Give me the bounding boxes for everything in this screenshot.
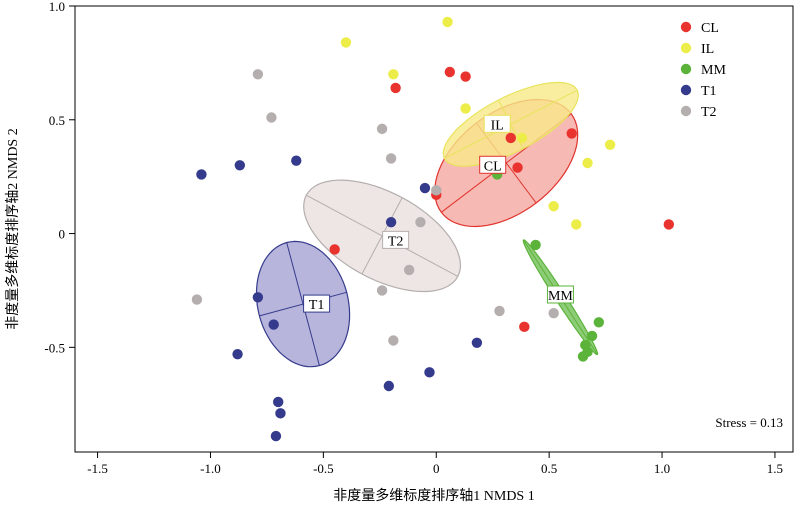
y-tick-label-2: 0.5 (49, 113, 65, 128)
point-t1-9 (424, 367, 435, 378)
point-t1-12 (275, 408, 286, 419)
point-cl-8 (329, 244, 340, 255)
x-axis-label: 非度量多维标度排序轴1 NMDS 1 (333, 487, 534, 504)
x-tick-label-0: -1.5 (87, 461, 108, 476)
point-il-3 (460, 103, 471, 114)
legend-marker-mm (680, 63, 692, 75)
legend-label-cl: CL (701, 21, 719, 36)
legend-label-t2: T2 (701, 105, 717, 120)
point-t2-10 (494, 305, 505, 317)
ellipse-t1-label-box (303, 294, 331, 313)
point-t1-5 (252, 292, 264, 303)
point-t2-7 (376, 285, 388, 296)
point-t2-4 (431, 185, 442, 196)
point-t2-8 (388, 335, 399, 346)
point-cl-5 (512, 162, 523, 173)
point-t2-6 (403, 264, 415, 276)
ellipse-mm-label: MM (548, 289, 573, 304)
ellipse-il-label: IL (491, 118, 504, 133)
point-il-4 (516, 132, 528, 144)
y-tick-label-0: -0.5 (44, 340, 65, 355)
x-tick-label-4: 0.5 (541, 461, 557, 476)
point-t2-2 (376, 123, 388, 135)
y-axis-label: 非度量多维标度排序轴2 NMDS 2 (4, 128, 21, 329)
point-t1-7 (232, 348, 243, 360)
ellipse-cl-label-box (479, 155, 507, 174)
point-il-1 (340, 37, 352, 48)
x-tick-label-2: -0.5 (313, 461, 334, 476)
ellipses-layer (255, 81, 599, 368)
point-cl-6 (663, 219, 675, 230)
points-layer (191, 16, 675, 442)
point-t1-0 (196, 169, 207, 180)
x-tick-label-3: 0 (433, 461, 440, 476)
point-mm-2 (593, 317, 605, 328)
x-tick-label-5: 1.0 (654, 461, 670, 476)
legend-marker-il (680, 42, 692, 54)
point-il-8 (571, 219, 582, 230)
point-t2-3 (385, 153, 397, 164)
point-il-2 (388, 69, 399, 80)
legend-marker-t2 (680, 105, 692, 117)
point-cl-7 (519, 321, 530, 333)
point-t2-9 (191, 294, 203, 305)
point-t1-11 (273, 396, 284, 408)
ellipse-il-label-box (483, 114, 511, 133)
point-cl-1 (460, 71, 471, 82)
point-mm-6 (577, 351, 589, 362)
legend-label-mm: MM (701, 63, 726, 78)
ellipse-t2-label: T2 (388, 234, 404, 249)
legend-marker-cl (680, 21, 692, 33)
ellipse-t1-minor-axis (286, 242, 320, 366)
legend-label-t1: T1 (701, 84, 717, 99)
point-t1-10 (383, 380, 395, 392)
point-t1-4 (385, 216, 397, 228)
point-mm-1 (530, 239, 541, 251)
point-il-5 (604, 139, 616, 151)
point-t2-11 (548, 307, 559, 319)
point-t1-8 (471, 337, 483, 348)
y-tick-label-1: 0 (59, 227, 66, 242)
legend-label-il: IL (701, 42, 714, 57)
ellipse-mm-label-box (546, 285, 574, 304)
y-tick-label-3: 1.0 (49, 0, 65, 14)
ellipse-t1-label: T1 (309, 298, 325, 313)
ellipse-cl-label: CL (484, 159, 502, 174)
ellipse-t2-label-box (382, 230, 410, 249)
x-tick-label-6: 1.5 (767, 461, 783, 476)
point-il-7 (548, 201, 559, 212)
ellipse-labels-layer: CL IL MM T1 T2 (303, 114, 574, 313)
point-cl-4 (505, 132, 516, 144)
point-t1-6 (268, 319, 279, 330)
plot-frame (74, 5, 794, 453)
point-t1-1 (234, 160, 246, 171)
stress-annotation: Stress = 0.13 (715, 415, 783, 430)
x-tick-label-1: -1.0 (200, 461, 221, 476)
point-il-6 (582, 157, 593, 169)
point-il-0 (442, 16, 453, 28)
point-cl-3 (566, 128, 577, 139)
point-t1-2 (291, 155, 302, 166)
point-cl-2 (390, 82, 401, 94)
legend: CL IL MM T1 T2 (680, 21, 726, 120)
ellipse-t2-minor-axis (361, 197, 403, 275)
point-t2-5 (415, 216, 426, 228)
point-mm-3 (586, 330, 598, 342)
point-t1-3 (419, 182, 431, 194)
legend-marker-t1 (680, 84, 692, 96)
point-t1-13 (270, 430, 282, 442)
point-t2-1 (266, 112, 277, 123)
point-t2-0 (252, 69, 264, 80)
point-cl-0 (444, 66, 456, 78)
axes-layer: -1.5 -1.0 -0.5 0 0.5 1.0 1.5 -0.5 0 0.5 1.0 (44, 0, 783, 476)
